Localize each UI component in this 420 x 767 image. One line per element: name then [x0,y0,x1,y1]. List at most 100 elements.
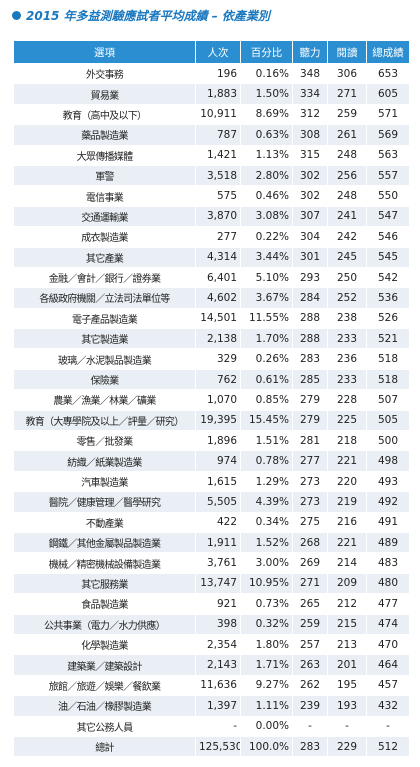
cell: 422 [195,511,241,533]
column-header: 人次 [195,40,241,64]
table-row: 鋼鐵／其他金屬製品製造業 1,911 1.52% 268 221 489 [13,531,410,554]
cell: 4,314 [195,246,241,268]
cell: 8.69% [240,103,293,126]
row-label: 貿易業 [13,83,196,105]
cell: 0.22% [240,226,293,248]
cell: 242 [327,226,367,248]
cell: 1.13% [240,144,293,166]
cell: 3.00% [240,552,293,574]
cell: 5,505 [195,491,241,513]
cell: 221 [327,531,367,554]
cell: 259 [292,613,328,635]
cell: 507 [366,389,410,411]
cell: 279 [292,409,328,432]
cell: 4,602 [195,287,241,309]
cell: 498 [366,450,410,472]
row-label: 教育（大專學院及以上／評量／研究） [13,409,196,432]
cell: 216 [327,511,367,533]
cell: 315 [292,144,328,166]
cell: 225 [327,409,367,432]
cell: 464 [366,654,410,676]
cell: 477 [366,593,410,615]
row-label: 外交事務 [13,62,196,85]
cell: 0.46% [240,185,293,207]
cell: 557 [366,164,410,187]
row-label: 鋼鐵／其他金屬製品製造業 [13,531,196,554]
cell: 214 [327,552,367,574]
cell: 474 [366,613,410,635]
cell: 0.34% [240,511,293,533]
table-row: 其它服務業 13,747 10.95% 271 209 480 [13,572,410,595]
table-row: 各級政府機關／立法司法單位等 4,602 3.67% 284 252 536 [13,287,410,309]
row-label: 教育（高中及以下） [13,103,196,126]
cell: 432 [366,695,410,717]
table-row: 教育（大專學院及以上／評量／研究） 19,395 15.45% 279 225 505 [13,409,410,432]
cell: 213 [327,633,367,656]
cell: 257 [292,633,328,656]
cell: 256 [327,164,367,187]
cell: 248 [327,185,367,207]
cell: 575 [195,185,241,207]
cell: 11.55% [240,307,293,330]
cell: 1.11% [240,695,293,717]
cell: 261 [327,124,367,146]
cell: 277 [195,226,241,248]
row-label: 其它製造業 [13,328,196,350]
cell: 0.16% [240,62,293,85]
table-row: 交通運輸業 3,870 3.08% 307 241 547 [13,205,410,228]
table-row: 外交事務 196 0.16% 348 306 653 [13,62,410,85]
title: 2015 年多益測驗應試者平均成績 – 依產業別 [26,9,270,23]
cell: 563 [366,144,410,166]
cell: 1.50% [240,83,293,105]
cell: 505 [366,409,410,432]
cell: 3,518 [195,164,241,187]
cell: 273 [292,491,328,513]
cell: 489 [366,531,410,554]
table-row: 建築業／建築設計 2,143 1.71% 263 201 464 [13,654,410,676]
cell: 569 [366,124,410,146]
cell: 241 [327,205,367,228]
table-row: 成衣製造業 277 0.22% 304 242 546 [13,226,410,248]
row-label: 金融／會計／銀行／證券業 [13,266,196,289]
cell: 10.95% [240,572,293,595]
row-label: 建築業／建築設計 [13,654,196,676]
cell: 518 [366,348,410,370]
cell: 201 [327,654,367,676]
cell: 215 [327,613,367,635]
row-label: 藥品製造業 [13,124,196,146]
cell: 1.51% [240,430,293,452]
row-label: 農業／漁業／林業／礦業 [13,389,196,411]
cell: 236 [327,348,367,370]
cell: 1.29% [240,470,293,493]
cell: 605 [366,83,410,105]
cell: 2,354 [195,633,241,656]
table-row: 紡織／紙業製造業 974 0.78% 277 221 498 [13,450,410,472]
row-label: 公共事業（電力／水力供應） [13,613,196,635]
cell: 457 [366,674,410,697]
cell: 5.10% [240,266,293,289]
cell: 0.78% [240,450,293,472]
table-row: 醫院／健康管理／醫學研究 5,505 4.39% 273 219 492 [13,491,410,513]
cell: 304 [292,226,328,248]
cell: 263 [292,654,328,676]
cell: 1,896 [195,430,241,452]
row-label: 不動產業 [13,511,196,533]
table-row: 汽車製造業 1,615 1.29% 273 220 493 [13,470,410,493]
table-body: 外交事務 196 0.16% 348 306 653 貿易業 1,883 1.50% 334 271… [13,62,410,758]
cell: 284 [292,287,328,309]
cell: 233 [327,328,367,350]
cell: 9.27% [240,674,293,697]
cell: 787 [195,124,241,146]
cell: 3,870 [195,205,241,228]
cell: 301 [292,246,328,268]
cell: 3,761 [195,552,241,574]
row-label: 大眾傳播媒體 [13,144,196,166]
table-row: 玻璃／水泥製品製造業 329 0.26% 283 236 518 [13,348,410,370]
cell: 221 [327,450,367,472]
cell: 0.00% [240,715,293,737]
table-row: 金融／會計／銀行／證券業 6,401 5.10% 293 250 542 [13,266,410,289]
row-label: 其它產業 [13,246,196,268]
cell: 288 [292,328,328,350]
row-label: 汽車製造業 [13,470,196,493]
cell: 228 [327,389,367,411]
